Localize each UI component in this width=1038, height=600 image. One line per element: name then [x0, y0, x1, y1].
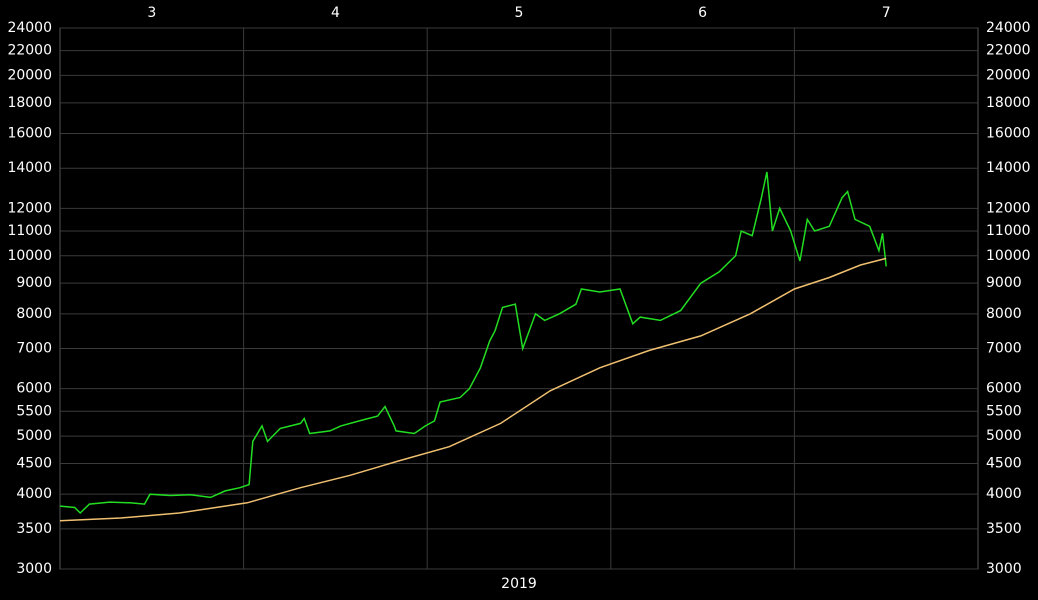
- y-tick-label: 14000: [7, 160, 52, 176]
- y-tick-label: 5000: [16, 428, 52, 444]
- y-tick-label: 4500: [16, 456, 52, 472]
- y-tick-label: 18000: [7, 95, 52, 111]
- y2-tick-label: 4500: [986, 456, 1022, 472]
- y-tick-label: 20000: [7, 67, 52, 83]
- y2-tick-label: 5000: [986, 428, 1022, 444]
- x-axis-label: 2019: [501, 576, 537, 592]
- y2-tick-label: 3500: [986, 521, 1022, 537]
- x-tick-label: 6: [698, 5, 707, 21]
- y2-tick-label: 6000: [986, 381, 1022, 397]
- y2-tick-label: 14000: [986, 160, 1031, 176]
- y-tick-label: 6000: [16, 381, 52, 397]
- x-tick-label: 7: [882, 5, 891, 21]
- y-tick-label: 11000: [7, 223, 52, 239]
- line-series: [59, 257, 887, 522]
- y2-tick-label: 3000: [986, 561, 1022, 577]
- y-tick-label: 9000: [16, 275, 52, 291]
- y2-tick-label: 9000: [986, 275, 1022, 291]
- x-tick-label: 4: [331, 5, 340, 21]
- y-tick-label: 10000: [7, 248, 52, 264]
- y-tick-label: 5500: [16, 403, 52, 419]
- x-tick-label: 5: [515, 5, 524, 21]
- y2-tick-label: 20000: [986, 67, 1031, 83]
- y2-tick-label: 18000: [986, 95, 1031, 111]
- y2-tick-label: 8000: [986, 306, 1022, 322]
- y2-tick-label: 22000: [986, 43, 1031, 59]
- y-tick-label: 12000: [7, 200, 52, 216]
- y2-tick-label: 7000: [986, 341, 1022, 357]
- y-tick-label: 16000: [7, 125, 52, 141]
- y-tick-label: 7000: [16, 341, 52, 357]
- y-tick-label: 4000: [16, 486, 52, 502]
- y2-tick-label: 11000: [986, 223, 1031, 239]
- x-tick-label: 3: [147, 5, 156, 21]
- y2-tick-label: 12000: [986, 200, 1031, 216]
- y-tick-label: 24000: [7, 20, 52, 36]
- y2-tick-label: 24000: [986, 20, 1031, 36]
- y2-tick-label: 4000: [986, 486, 1022, 502]
- y-tick-label: 3000: [16, 561, 52, 577]
- y-tick-label: 8000: [16, 306, 52, 322]
- y2-tick-label: 10000: [986, 248, 1031, 264]
- line-series: [59, 171, 887, 515]
- y2-tick-label: 16000: [986, 125, 1031, 141]
- y-tick-label: 22000: [7, 43, 52, 59]
- y-tick-label: 3500: [16, 521, 52, 537]
- y2-tick-label: 5500: [986, 403, 1022, 419]
